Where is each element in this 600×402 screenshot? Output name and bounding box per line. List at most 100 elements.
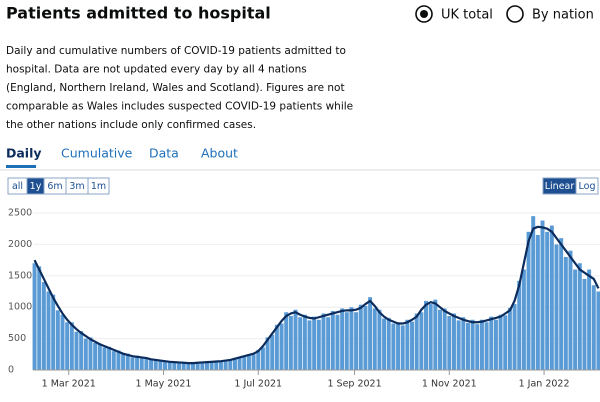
range-button-label[interactable]: 1y [30,181,42,192]
bar [498,314,503,370]
bar [237,356,242,370]
bar [144,357,149,370]
radio-label[interactable]: UK total [441,8,493,23]
bar [554,244,559,370]
bar [284,312,289,370]
bar [97,343,102,370]
bar [191,362,195,370]
tab[interactable]: About [201,146,238,161]
description-line: hospital. Data are not updated every day… [6,64,307,76]
bar [326,317,331,370]
bar [400,325,405,370]
y-tick-label: 2000 [8,239,32,250]
x-tick-label: 1 May 2021 [136,379,192,390]
bar [396,322,401,370]
bar [65,322,70,370]
x-tick-label: 1 Jul 2021 [234,379,282,390]
bar [535,234,540,370]
description-line: comparable as Wales includes suspected C… [6,101,353,113]
bar [274,324,279,370]
bar [37,266,42,370]
bar [545,231,550,370]
bar [540,220,545,370]
bar [596,291,600,370]
bar [419,312,424,370]
bar [298,317,303,370]
bar [130,357,135,370]
bar [195,363,200,370]
bar [256,349,261,370]
range-button-label[interactable]: 6m [47,181,62,192]
tab[interactable]: Daily [6,146,42,161]
bar [549,225,554,370]
y-tick-label: 2500 [8,208,32,219]
bar [475,324,480,370]
bar [214,362,219,370]
bar [46,291,51,370]
scale-button[interactable] [575,177,599,195]
bar [405,319,410,370]
range-button-label[interactable]: all [12,181,23,192]
description-line: the other nations include only confirmed… [6,119,256,131]
bar [372,308,377,370]
bar [563,256,568,370]
x-tick-label: 1 Jan 2022 [519,379,570,390]
bar [209,361,214,370]
bar [573,269,578,370]
bar [186,363,191,370]
bar [60,314,65,370]
bar [232,359,237,370]
scale-button-label[interactable]: Linear [545,181,575,192]
bar [55,310,60,370]
bar [288,315,293,370]
bar [251,354,256,370]
bar [414,313,419,370]
bar [456,320,461,370]
bar [163,360,168,370]
bar [205,362,209,370]
bar [246,354,251,370]
bar [321,313,326,370]
bar [335,314,340,370]
bar [344,312,349,370]
bar [223,361,228,370]
bar [424,300,428,370]
bar [559,238,564,370]
range-button-label[interactable]: 1m [91,181,106,192]
bar [582,278,587,370]
radio[interactable] [506,5,524,23]
bar [587,269,592,370]
description-line: Daily and cumulative numbers of COVID-19… [6,45,346,57]
bar [149,359,154,370]
bar [442,308,447,370]
bar [111,351,116,370]
bar [200,361,205,370]
tab[interactable]: Cumulative [61,146,133,161]
bar [377,309,382,370]
bar [433,299,438,370]
scale-button-label[interactable]: Log [579,181,596,192]
bar [354,312,359,370]
bar [265,337,270,370]
bar [493,319,498,370]
bar [526,231,531,370]
bar [116,350,121,370]
bar [32,263,37,370]
bar [391,323,396,370]
bar [177,363,182,370]
bar [302,314,307,370]
radio-label[interactable]: By nation [532,8,594,23]
range-button-label[interactable]: 3m [69,181,84,192]
bar [507,307,512,370]
bar [382,318,387,370]
bar [260,347,265,370]
bar [218,360,223,370]
x-tick-label: 1 Sep 2021 [327,379,381,390]
radio-dot [420,10,428,18]
range-button[interactable] [87,177,110,195]
bar [531,216,536,370]
bar [228,359,233,370]
tab[interactable]: Data [149,146,179,161]
bar [461,317,466,370]
bar [69,322,74,370]
